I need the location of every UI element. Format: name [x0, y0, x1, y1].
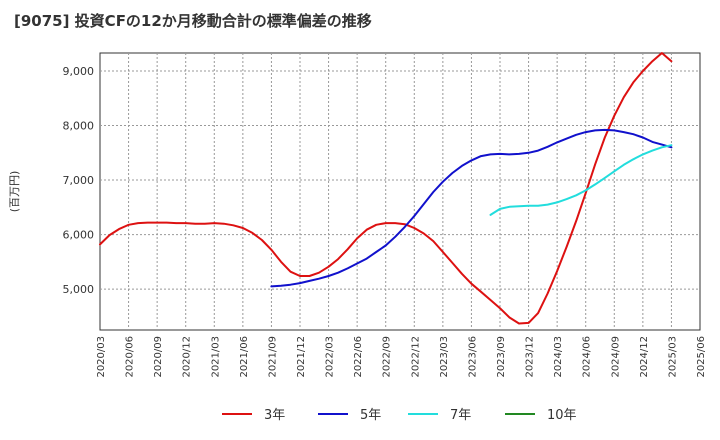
y-tick-label: 8,000	[63, 120, 95, 133]
plot-area	[99, 52, 701, 331]
x-tick-label: 2021/03	[210, 336, 221, 378]
x-tick-label: 2021/06	[239, 336, 250, 378]
x-tick-label: 2024/06	[582, 336, 593, 378]
y-axis-label: (百万円)	[8, 171, 21, 213]
chart-title: [9075] 投資CFの12か月移動合計の標準偏差の推移	[14, 12, 372, 30]
x-tick-label: 2024/09	[610, 336, 621, 378]
legend-label: 7年	[450, 408, 471, 423]
y-tick-label: 9,000	[63, 65, 95, 78]
x-tick-label: 2025/03	[667, 336, 678, 378]
y-tick-label: 6,000	[63, 229, 95, 242]
legend-label: 5年	[360, 408, 381, 423]
x-tick-label: 2020/12	[182, 336, 193, 378]
series-line-7年	[489, 144, 673, 216]
x-tick-label: 2024/03	[553, 336, 564, 378]
series-line-3年	[99, 52, 673, 325]
x-tick-label: 2021/12	[296, 336, 307, 378]
x-tick-label: 2020/06	[125, 336, 136, 378]
legend-label: 3年	[264, 408, 285, 423]
x-tick-label: 2022/03	[325, 336, 336, 378]
x-tick-label: 2023/06	[467, 336, 478, 378]
x-tick-label: 2023/09	[496, 336, 507, 378]
x-tick-label: 2022/12	[410, 336, 421, 378]
x-tick-label: 2020/03	[96, 336, 107, 378]
y-tick-label: 5,000	[63, 283, 95, 296]
legend-label: 10年	[547, 408, 577, 423]
x-tick-label: 2023/12	[525, 336, 536, 378]
x-tick-label: 2021/09	[267, 336, 278, 378]
x-tick-label: 2020/09	[153, 336, 164, 378]
x-tick-label: 2022/09	[382, 336, 393, 378]
x-tick-label: 2024/12	[639, 336, 650, 378]
y-tick-label: 7,000	[63, 174, 95, 187]
x-tick-label: 2022/06	[353, 336, 364, 378]
series-line-5年	[270, 128, 673, 288]
x-tick-label: 2023/03	[439, 336, 450, 378]
x-tick-label: 2025/06	[696, 336, 707, 378]
